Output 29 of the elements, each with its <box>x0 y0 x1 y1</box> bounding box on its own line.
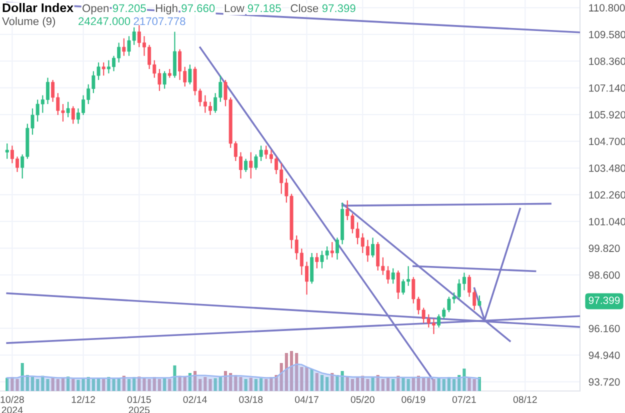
x-tick-label: 05/20 <box>350 396 374 403</box>
annotation: 97.185 <box>248 4 281 12</box>
y-tick-label: 98.600 <box>588 271 620 279</box>
x-tick-label: 08/12 <box>513 396 537 403</box>
annotation: Open <box>82 4 108 14</box>
x-tick-label: 04/17 <box>294 396 318 403</box>
x-tick-label: 06/19 <box>402 396 426 403</box>
x-tick-label: 10/28 2024 <box>0 396 24 413</box>
annotation: 97.399 <box>322 4 356 12</box>
annotation: 97.660 <box>182 4 215 12</box>
annotation: Close <box>290 4 318 12</box>
y-tick-label: 94.940 <box>588 352 620 359</box>
y-tick-label: 93.720 <box>588 378 620 386</box>
y-tick-label: 96.160 <box>588 324 620 332</box>
x-tick-label: 02/14 <box>183 396 207 403</box>
annotation: 24247.000 <box>78 17 130 26</box>
x-tick-label: 12/12 <box>72 396 95 403</box>
chart-title: Dollar Index <box>2 3 74 12</box>
annotation: High <box>156 4 178 14</box>
text: 97.399 <box>588 296 620 304</box>
x-tick-label: 01/15 2025 <box>127 396 151 413</box>
annotation: 97.205 <box>112 4 146 12</box>
y-tick-label: 99.820 <box>588 244 620 252</box>
annotation: 21707.778 <box>134 17 186 26</box>
x-tick-label: 03/18 <box>239 396 263 403</box>
annotation: Low <box>224 4 244 12</box>
chart-title: Volume (9) <box>2 17 56 28</box>
y-tick-label: 110.800 <box>589 4 625 12</box>
x-tick-label: 07/21 <box>452 396 476 403</box>
